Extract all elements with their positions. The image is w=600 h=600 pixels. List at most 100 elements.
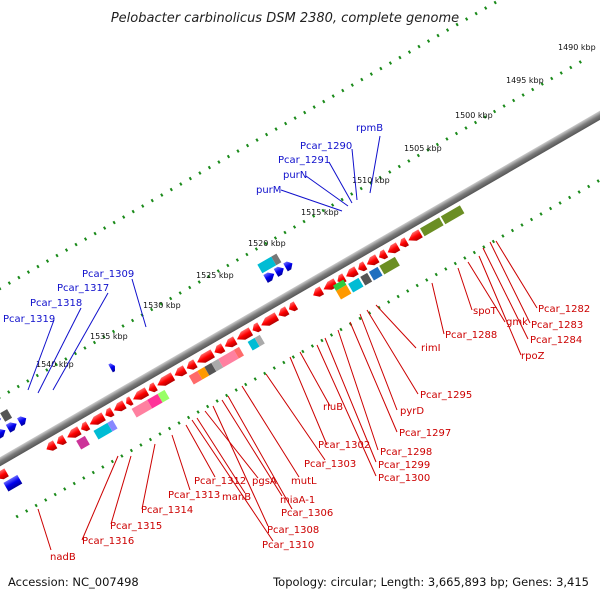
gene-label: mutL xyxy=(291,476,317,487)
gene-label: Pcar_1282 xyxy=(538,304,590,315)
topology-text: Topology: circular; Length: 3,665,893 bp… xyxy=(272,575,589,589)
gene-feature xyxy=(186,359,198,370)
gene-feature xyxy=(157,389,170,403)
gene-label: rimI xyxy=(421,343,441,354)
gene-feature xyxy=(387,242,401,254)
leader-line xyxy=(289,356,328,446)
gene-label: rpoZ xyxy=(521,351,545,362)
scale-label: 1510 kbp xyxy=(352,176,390,185)
scale-label: 1505 kbp xyxy=(404,144,442,153)
reverse-leader-lines xyxy=(37,240,538,551)
gene-feature xyxy=(0,409,13,422)
genome-backbone xyxy=(0,105,600,472)
leader-line xyxy=(328,161,353,204)
gene-feature xyxy=(420,217,444,237)
gene-label: Pcar_1299 xyxy=(378,460,430,471)
gene-feature xyxy=(76,435,90,450)
leader-line xyxy=(110,455,132,525)
gene-feature xyxy=(107,419,118,432)
gene-label: Pcar_1291 xyxy=(278,155,330,166)
gene-label: rluB xyxy=(323,402,343,413)
leader-line xyxy=(457,267,473,311)
scale-label: 1525 kbp xyxy=(196,271,234,280)
leader-line xyxy=(191,419,274,542)
leader-line xyxy=(431,282,445,335)
scale-labels: 1490 kbp 1495 kbp 1500 kbp 1505 kbp 1510… xyxy=(36,43,596,369)
gene-feature xyxy=(337,273,347,284)
forward-gene-labels: Pcar_1319 Pcar_1318 Pcar_1317 Pcar_1309 … xyxy=(3,123,383,325)
gene-feature xyxy=(108,363,115,373)
gene-feature xyxy=(56,434,67,445)
gene-feature xyxy=(379,256,400,275)
gene-label: Pcar_1284 xyxy=(530,335,582,346)
gene-feature xyxy=(188,370,203,385)
gene-feature xyxy=(81,421,91,432)
leader-line xyxy=(27,319,55,391)
gene-feature xyxy=(5,422,17,433)
gene-label: Pcar_1298 xyxy=(380,447,432,458)
gene-feature xyxy=(257,256,277,274)
leader-line xyxy=(337,329,379,451)
leader-line xyxy=(81,455,119,541)
gene-feature xyxy=(348,277,364,293)
scale-label: 1530 kbp xyxy=(143,301,181,310)
gene-feature xyxy=(271,253,282,266)
gene-feature xyxy=(252,322,262,333)
gene-feature xyxy=(204,362,217,376)
gene-label: Pcar_1283 xyxy=(531,320,583,331)
accession-text: Accession: NC_007498 xyxy=(8,575,139,589)
gene-feature xyxy=(288,301,299,312)
gene-feature xyxy=(366,254,380,266)
gene-label: purN xyxy=(283,170,307,181)
gene-label: Pcar_1297 xyxy=(399,428,451,439)
gene-feature xyxy=(408,229,423,241)
gene-feature xyxy=(218,349,239,368)
scale-label: 1495 kbp xyxy=(506,76,544,85)
gene-label: gmk xyxy=(506,317,528,328)
leader-line xyxy=(265,373,326,461)
gene-label: Pcar_1312 xyxy=(194,476,246,487)
gene-label: manB xyxy=(222,492,251,503)
gene-label: Pcar_1314 xyxy=(141,505,193,516)
gene-feature xyxy=(313,286,325,297)
gene-feature xyxy=(197,366,210,380)
gene-feature xyxy=(214,343,226,354)
reverse-gene-labels: nadB Pcar_1316 Pcar_1315 Pcar_1314 Pcar_… xyxy=(50,304,590,563)
leader-line xyxy=(369,135,381,194)
gene-label: Pcar_1319 xyxy=(3,314,55,325)
gene-feature xyxy=(93,422,113,440)
gene-feature xyxy=(133,387,150,400)
gene-feature xyxy=(283,261,293,272)
leader-line xyxy=(324,337,377,463)
gene-label: Pcar_1302 xyxy=(318,440,370,451)
scale-label: 1540 kbp xyxy=(36,360,74,369)
gene-feature xyxy=(17,416,27,427)
gene-feature xyxy=(157,372,176,386)
gene-label: Pcar_1315 xyxy=(110,521,162,532)
gene-feature xyxy=(0,468,9,480)
gene-feature xyxy=(0,428,6,440)
reverse-strand-features xyxy=(0,205,465,492)
gene-label: nadB xyxy=(50,552,76,563)
leader-line xyxy=(185,424,216,478)
leader-line xyxy=(131,278,147,328)
gene-label: spoT xyxy=(473,306,498,317)
gene-label: miaA-1 xyxy=(280,495,315,506)
leader-line xyxy=(351,148,358,201)
gene-feature xyxy=(332,279,347,291)
gene-label: Pcar_1318 xyxy=(30,298,82,309)
gene-feature xyxy=(236,327,254,340)
leader-line xyxy=(37,307,82,394)
gene-feature xyxy=(346,266,359,278)
scale-tick-line-mid xyxy=(0,58,585,422)
map-title: Pelobacter carbinolicus DSM 2380, comple… xyxy=(111,11,459,26)
gene-feature xyxy=(254,334,265,347)
gene-feature xyxy=(399,237,409,248)
gene-feature xyxy=(197,349,215,363)
scale-label: 1500 kbp xyxy=(455,111,493,120)
gene-feature xyxy=(89,412,106,425)
gene-feature xyxy=(148,382,158,393)
gene-feature xyxy=(233,346,244,359)
gene-feature xyxy=(335,284,352,300)
